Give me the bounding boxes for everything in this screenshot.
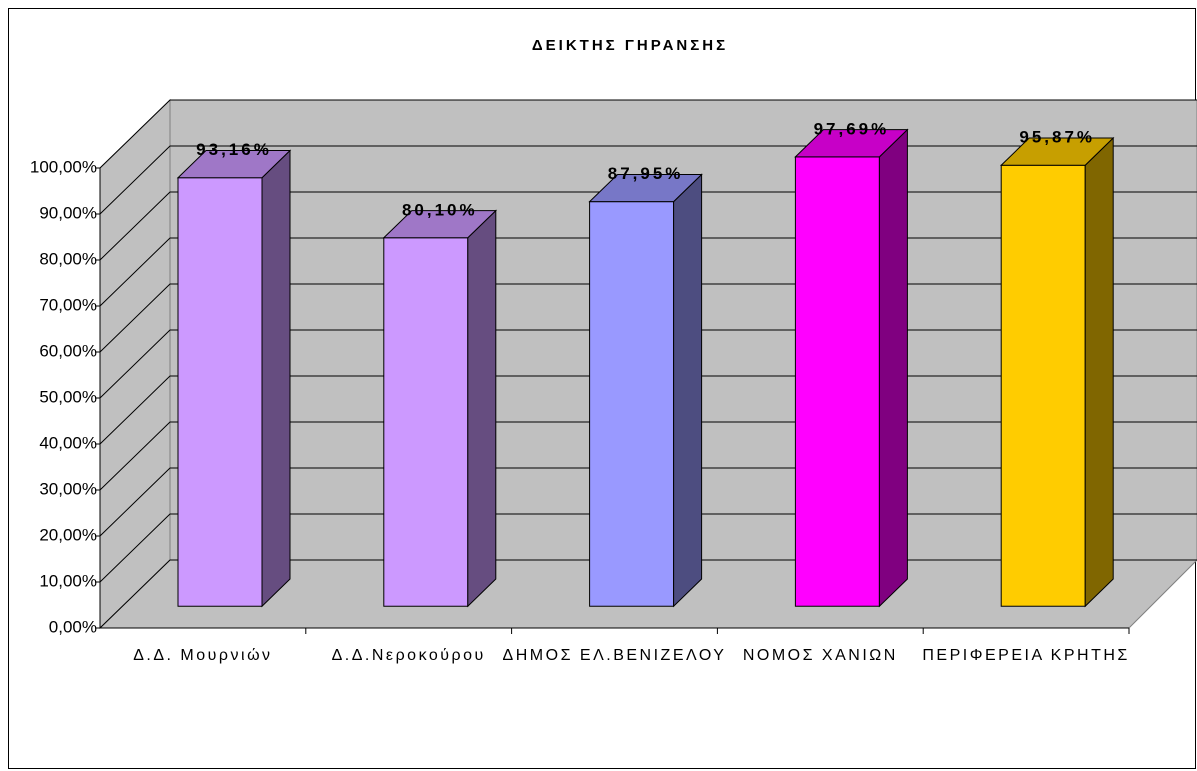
bar (794, 156, 880, 607)
y-tick-label: 20,00% (39, 525, 97, 544)
bar-top (999, 137, 1115, 166)
bar-side (878, 128, 908, 608)
bar-side (1084, 136, 1114, 608)
y-tick-label: 60,00% (39, 341, 97, 360)
x-tick-label: ΝΟΜΟΣ ΧΑΝΙΩΝ (743, 647, 898, 664)
x-tick-label: ΠΕΡΙΦΕΡΕΙΑ ΚΡΗΤΗΣ (922, 647, 1129, 664)
bar-side (673, 173, 703, 608)
x-tick-label: Δ.Δ.Νεροκούρου (332, 647, 486, 664)
value-label: 80,10% (402, 200, 478, 219)
value-label: 93,16% (196, 140, 272, 159)
grid-line (99, 99, 1197, 169)
y-tick-label: 30,00% (39, 479, 97, 498)
value-label: 95,87% (1019, 128, 1095, 147)
bar-side (467, 209, 497, 608)
y-tick-label: 70,00% (39, 295, 97, 314)
bar (177, 177, 263, 607)
bar (589, 201, 675, 607)
bar (1000, 164, 1086, 607)
bar-top (382, 210, 498, 239)
x-tick-label: Δ.Δ. Μουρνιών (133, 647, 272, 664)
y-tick-label: 90,00% (39, 203, 97, 222)
bar (383, 237, 469, 607)
bar-top (176, 150, 292, 179)
bar-top (588, 173, 703, 203)
y-tick-label: 50,00% (39, 387, 97, 406)
value-label: 97,69% (814, 119, 890, 138)
y-tick-label: 80,00% (39, 249, 97, 268)
y-tick-label: 10,00% (39, 571, 97, 590)
x-tick-label: ΔΗΜΟΣ ΕΛ.ΒΕΝΙΖΕΛΟΥ (503, 647, 727, 664)
bar-top (794, 129, 909, 158)
y-tick-label: 0,00% (49, 617, 97, 636)
y-tick-label: 100,00% (30, 157, 97, 176)
chart-title: ΔΕΙΚΤΗΣ ΓΗΡΑΝΣΗΣ (532, 37, 728, 54)
y-tick-label: 40,00% (39, 433, 97, 452)
value-label: 87,95% (608, 164, 684, 183)
bar-side (261, 149, 291, 608)
